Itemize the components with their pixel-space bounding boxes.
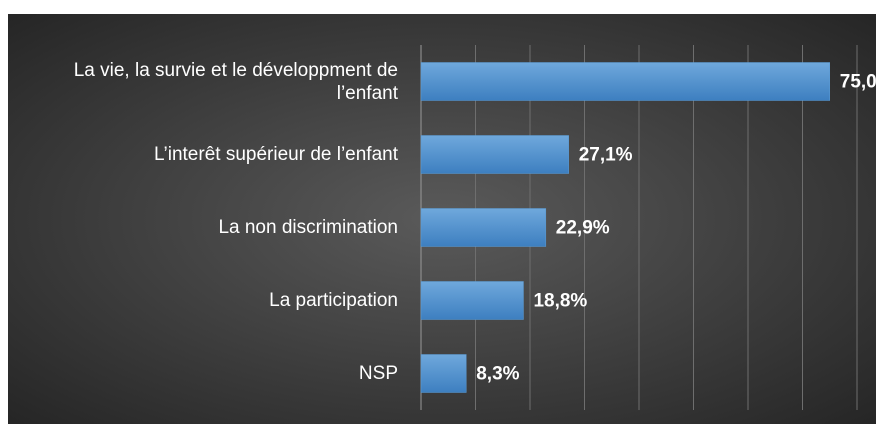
category-label: L’interêt supérieur de l’enfant <box>154 144 398 165</box>
category-label: NSP <box>358 363 398 384</box>
value-label: 27,1% <box>579 145 633 166</box>
bar <box>420 354 467 393</box>
value-label: 18,8% <box>533 291 587 312</box>
bar <box>420 62 830 101</box>
category-label: La vie, la survie et le développment de … <box>73 59 398 104</box>
value-label: 8,3% <box>476 364 519 385</box>
category-label: La participation <box>269 290 398 311</box>
value-label: 22,9% <box>556 218 610 239</box>
bar <box>420 208 547 247</box>
value-label: 75,0% <box>840 72 876 93</box>
bar <box>420 281 524 320</box>
bar <box>420 135 569 174</box>
category-label: La non discrimination <box>218 217 398 238</box>
